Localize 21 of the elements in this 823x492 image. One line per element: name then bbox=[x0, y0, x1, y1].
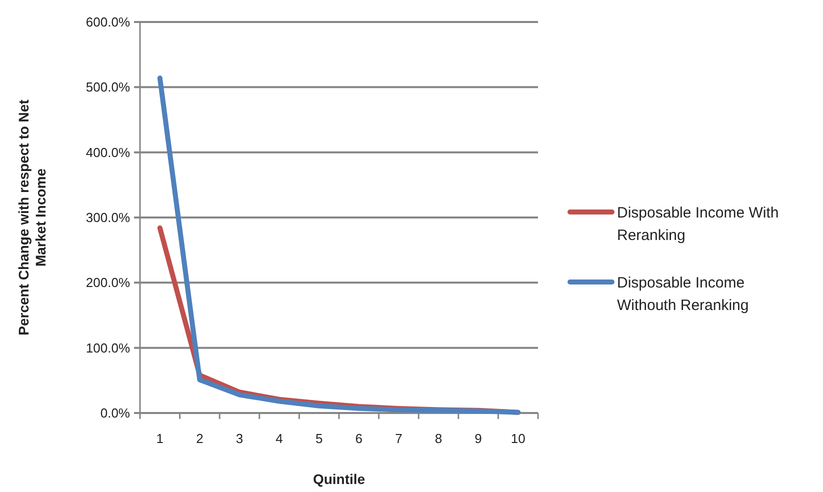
x-tick-label: 2 bbox=[196, 431, 204, 446]
legend-label: Disposable Income Withouth Reranking bbox=[617, 274, 749, 314]
x-axis-title: Quintile bbox=[312, 471, 366, 487]
y-tick-label: 300.0% bbox=[86, 210, 130, 226]
legend-label: Disposable Income With Reranking bbox=[617, 204, 779, 244]
y-tick-label: 0.0% bbox=[100, 406, 130, 421]
x-tick-label: 10 bbox=[510, 431, 526, 446]
x-tick-label: 1 bbox=[156, 431, 164, 446]
x-tick-label: 7 bbox=[395, 431, 402, 446]
y-tick-label: 600.0% bbox=[86, 14, 130, 30]
x-tick-label: 4 bbox=[276, 431, 283, 446]
x-tick-label: 9 bbox=[474, 431, 482, 446]
y-tick-label: 400.0% bbox=[86, 144, 130, 160]
y-tick-label: 200.0% bbox=[86, 275, 130, 290]
y-tick-label: 100.0% bbox=[86, 340, 130, 356]
y-axis-title: Percent Change with respect to Net Market Income bbox=[16, 99, 48, 336]
x-tick-label: 8 bbox=[434, 431, 442, 446]
x-tick-label: 5 bbox=[315, 431, 323, 446]
y-tick-label: 500.0% bbox=[86, 80, 130, 95]
x-tick-label: 3 bbox=[236, 431, 244, 446]
x-tick-label: 6 bbox=[355, 431, 363, 446]
